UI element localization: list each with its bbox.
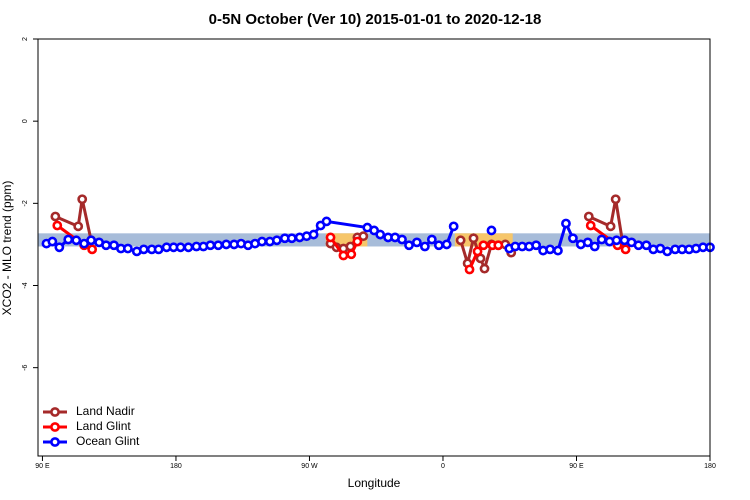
data-point <box>433 240 444 251</box>
data-point <box>338 250 349 261</box>
chart-title: 0-5N October (Ver 10) 2015-01-01 to 2020… <box>209 11 542 28</box>
data-point <box>448 221 459 232</box>
data-point <box>478 240 489 251</box>
y-tick-label: -2 <box>22 200 29 206</box>
data-point <box>411 237 422 248</box>
data-point <box>286 233 297 244</box>
data-point <box>605 221 616 232</box>
data-point <box>553 245 563 256</box>
data-point <box>472 246 483 257</box>
data-point <box>213 240 224 251</box>
data-point <box>346 249 357 260</box>
data-point <box>441 239 452 250</box>
data-point <box>545 244 555 255</box>
legend-marker <box>50 407 60 417</box>
legend-label: Ocean Glint <box>76 434 140 448</box>
data-point <box>583 211 594 222</box>
data-point <box>662 246 673 257</box>
data-point <box>582 237 593 248</box>
y-tick-label: 0 <box>22 119 29 123</box>
series-line <box>54 198 93 241</box>
data-point <box>325 232 336 243</box>
data-point <box>419 241 430 252</box>
data-point <box>308 229 319 240</box>
data-point <box>620 244 631 255</box>
data-point <box>531 240 542 251</box>
x-tick-label: 90 E <box>35 463 50 470</box>
x-tick-label: 180 <box>704 463 716 470</box>
data-point <box>561 218 571 229</box>
legend-marker <box>50 422 60 432</box>
data-point <box>52 220 63 231</box>
x-tick-label: 90 W <box>301 463 318 470</box>
data-point <box>375 229 386 240</box>
data-point <box>633 240 644 251</box>
data-point <box>271 235 282 246</box>
plot-frame <box>37 38 711 457</box>
data-point <box>50 211 61 222</box>
data-point <box>352 236 363 247</box>
data-point <box>464 264 475 275</box>
x-tick-label: 180 <box>170 463 182 470</box>
series-line <box>588 198 624 242</box>
data-point <box>493 240 504 251</box>
data-point <box>86 235 97 246</box>
data-point <box>183 242 194 253</box>
y-tick-label: -6 <box>22 364 29 370</box>
data-point <box>404 240 414 251</box>
x-tick-label: 0 <box>441 463 445 470</box>
data-point <box>568 233 578 244</box>
y-axis-label: XCO2 - MLO trend (ppm) <box>0 181 14 316</box>
data-point <box>479 263 490 274</box>
data-point <box>101 240 111 251</box>
data-point <box>73 221 84 232</box>
data-point <box>611 235 622 246</box>
data-point <box>397 234 407 245</box>
data-point <box>426 234 437 245</box>
data-point <box>585 220 596 231</box>
data-point <box>641 240 652 251</box>
y-tick-label: -4 <box>22 282 29 288</box>
data-point <box>47 236 58 247</box>
legend-label: Land Glint <box>76 419 131 433</box>
plot-area <box>38 194 715 275</box>
data-point <box>221 239 232 250</box>
data-point <box>610 194 621 205</box>
data-point <box>257 236 267 247</box>
x-axis-label: Longitude <box>348 476 401 490</box>
legend-label: Land Nadir <box>76 404 135 418</box>
data-point <box>63 234 74 245</box>
data-point <box>54 242 65 253</box>
x-tick-label: 90 E <box>569 463 584 470</box>
data-point <box>321 216 332 227</box>
data-point <box>589 241 600 252</box>
data-point <box>71 235 82 246</box>
data-point <box>122 243 133 254</box>
data-point <box>87 244 98 255</box>
data-point <box>486 225 497 236</box>
data-point <box>138 244 149 255</box>
data-point <box>468 233 479 244</box>
data-point <box>596 234 607 245</box>
y-tick-label: 2 <box>22 37 29 41</box>
data-point <box>153 244 164 255</box>
legend-marker <box>50 437 60 447</box>
data-point <box>205 240 216 251</box>
data-point <box>455 235 466 246</box>
data-point <box>358 231 369 242</box>
data-point <box>77 194 88 205</box>
data-point <box>175 242 186 253</box>
